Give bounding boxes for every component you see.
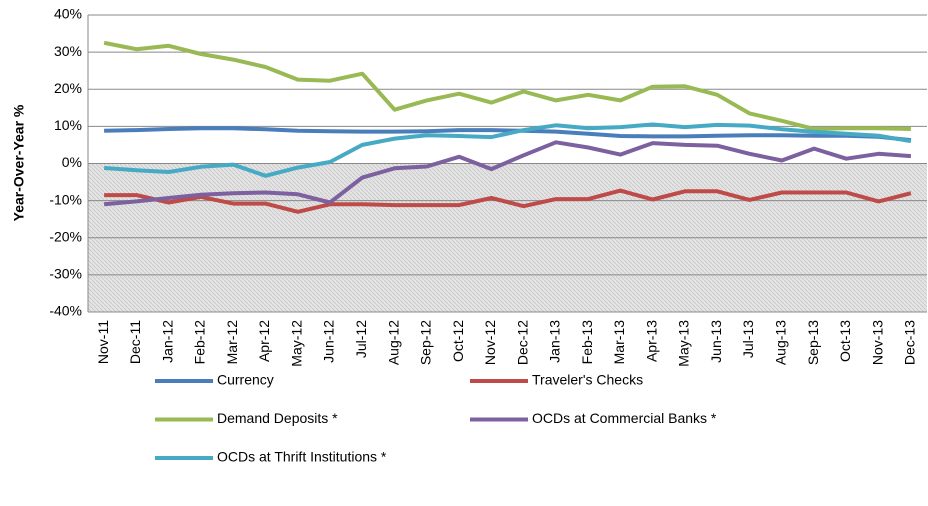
x-tick-label: May-12 [288, 320, 304, 367]
x-tick-label: Dec-11 [127, 320, 143, 364]
y-tick-label: -40% [49, 303, 82, 319]
x-tick-label: Nov-12 [482, 320, 498, 365]
x-tick-label: Mar-13 [611, 320, 627, 365]
y-tick-label: 0% [62, 154, 82, 170]
x-tick-label: Nov-11 [95, 320, 111, 364]
y-tick-label: -10% [49, 191, 82, 207]
x-tick-label: May-13 [676, 320, 692, 367]
x-tick-label: Apr-12 [256, 320, 272, 362]
x-tick-label: Jun-13 [708, 320, 724, 363]
legend-label: Traveler's Checks [532, 372, 643, 388]
x-tick-label: Nov-13 [869, 320, 885, 365]
x-tick-label: Dec-13 [902, 320, 918, 365]
x-tick-label: Jun-12 [321, 320, 337, 363]
x-tick-label: Sep-12 [418, 320, 434, 365]
y-axis-label: Year-Over-Year % [11, 104, 27, 221]
x-tick-label: Feb-12 [192, 320, 208, 365]
x-tick-label: Jan-12 [159, 320, 175, 363]
x-tick-label: Aug-12 [385, 320, 401, 365]
y-tick-label: 40% [54, 6, 82, 22]
series-line [103, 40, 911, 131]
x-tick-label: Jul-12 [353, 320, 369, 358]
x-tick-label: Feb-13 [579, 320, 595, 365]
legend-label: OCDs at Thrift Institutions * [217, 449, 387, 465]
y-tick-label: -20% [49, 228, 82, 244]
series-line [104, 188, 912, 214]
x-tick-label: Oct-12 [450, 320, 466, 362]
legend-label: Currency [217, 372, 274, 388]
y-tick-label: -30% [49, 266, 82, 282]
x-tick-label: Aug-13 [772, 320, 788, 365]
series-line [103, 122, 912, 178]
series-line [104, 126, 912, 143]
x-tick-label: Apr-13 [643, 320, 659, 362]
series-line [103, 140, 912, 207]
x-tick-label: Jan-13 [547, 320, 563, 363]
x-tick-label: Mar-12 [224, 320, 240, 365]
x-tick-label: Sep-13 [805, 320, 821, 365]
y-tick-label: 10% [54, 117, 82, 133]
y-tick-label: 20% [54, 80, 82, 96]
legend-label: Demand Deposits * [217, 410, 338, 426]
x-tick-label: Dec-12 [514, 320, 530, 365]
legend-label: OCDs at Commercial Banks * [532, 410, 717, 426]
y-tick-label: 30% [54, 43, 82, 59]
x-tick-label: Jul-13 [740, 320, 756, 358]
x-tick-label: Oct-13 [837, 320, 853, 362]
